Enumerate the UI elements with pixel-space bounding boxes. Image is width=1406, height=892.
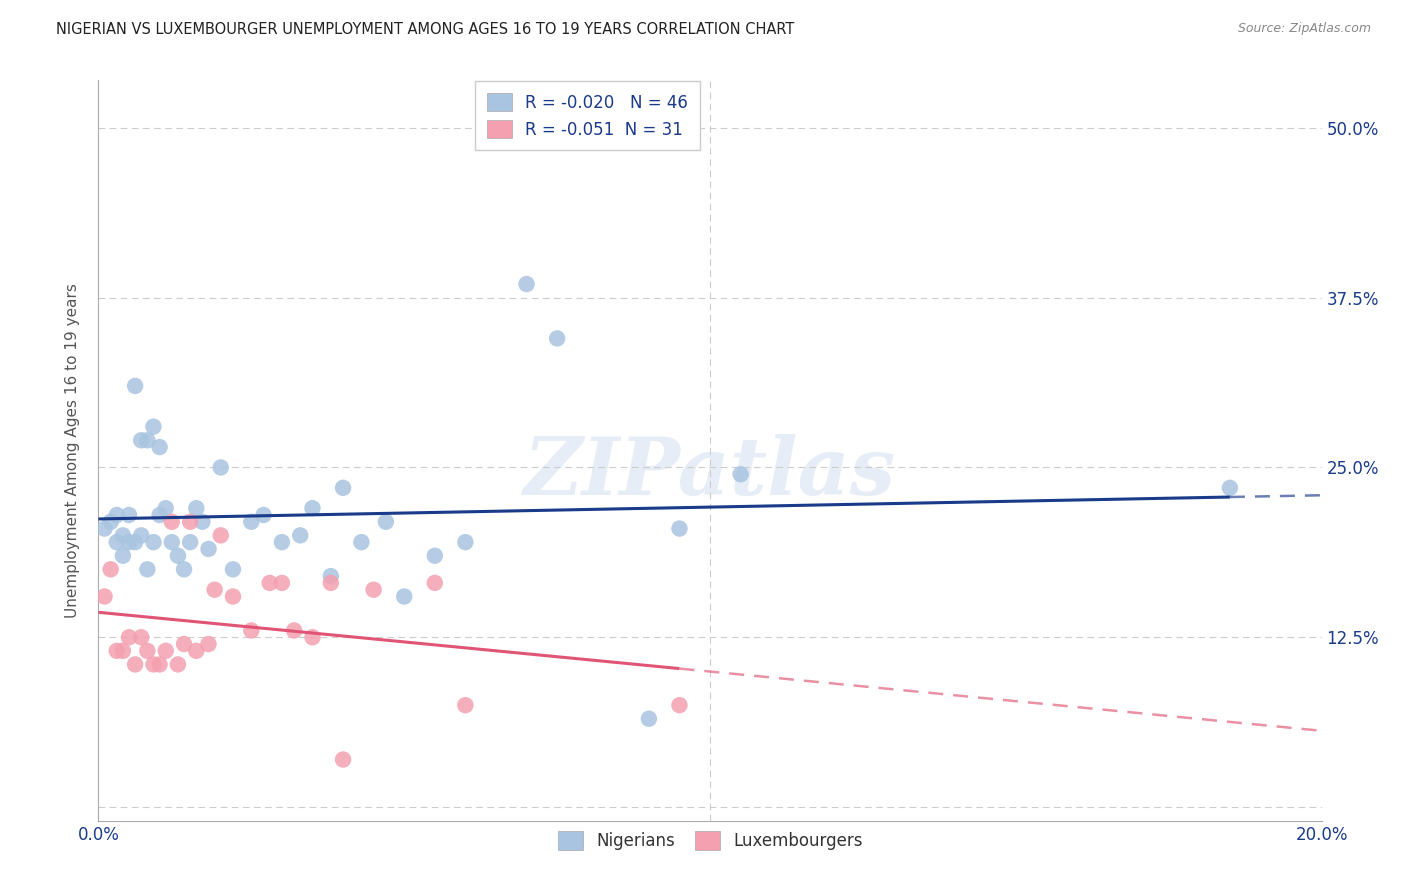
Point bbox=[100, 515, 122, 529]
Point bbox=[186, 644, 208, 658]
Point bbox=[105, 644, 128, 658]
Point bbox=[270, 575, 292, 590]
Point bbox=[454, 698, 477, 713]
Legend: Nigerians, Luxembourgers: Nigerians, Luxembourgers bbox=[551, 825, 869, 856]
Point bbox=[167, 657, 190, 672]
Point bbox=[124, 535, 146, 549]
Point bbox=[270, 535, 292, 549]
Point bbox=[160, 535, 183, 549]
Point bbox=[332, 481, 354, 495]
Point bbox=[142, 535, 165, 549]
Point bbox=[129, 528, 152, 542]
Point bbox=[209, 460, 232, 475]
Point bbox=[374, 515, 396, 529]
Point bbox=[668, 698, 690, 713]
Point bbox=[124, 657, 146, 672]
Point bbox=[155, 644, 177, 658]
Point bbox=[259, 575, 281, 590]
Point bbox=[179, 535, 201, 549]
Point bbox=[283, 624, 305, 638]
Point bbox=[142, 419, 165, 434]
Point bbox=[204, 582, 226, 597]
Point bbox=[111, 549, 134, 563]
Point bbox=[392, 590, 416, 604]
Point bbox=[105, 535, 128, 549]
Point bbox=[240, 624, 263, 638]
Point bbox=[149, 508, 172, 522]
Point bbox=[222, 590, 245, 604]
Point bbox=[197, 637, 219, 651]
Point bbox=[105, 508, 128, 522]
Point bbox=[142, 657, 165, 672]
Point bbox=[118, 508, 141, 522]
Point bbox=[191, 515, 214, 529]
Point bbox=[730, 467, 752, 482]
Point bbox=[319, 569, 342, 583]
Point bbox=[149, 657, 172, 672]
Point bbox=[179, 515, 201, 529]
Point bbox=[186, 501, 208, 516]
Point bbox=[197, 541, 219, 556]
Point bbox=[155, 501, 177, 516]
Point bbox=[111, 644, 134, 658]
Point bbox=[93, 590, 115, 604]
Point bbox=[637, 712, 661, 726]
Point bbox=[363, 582, 385, 597]
Point bbox=[160, 515, 183, 529]
Point bbox=[301, 501, 323, 516]
Text: Source: ZipAtlas.com: Source: ZipAtlas.com bbox=[1237, 22, 1371, 36]
Point bbox=[129, 630, 152, 644]
Point bbox=[124, 379, 146, 393]
Point bbox=[173, 637, 195, 651]
Point bbox=[301, 630, 323, 644]
Point bbox=[93, 522, 115, 536]
Point bbox=[423, 575, 446, 590]
Point bbox=[111, 528, 134, 542]
Point bbox=[350, 535, 373, 549]
Point bbox=[1219, 481, 1241, 495]
Point bbox=[319, 575, 342, 590]
Point bbox=[516, 277, 538, 291]
Point bbox=[252, 508, 274, 522]
Y-axis label: Unemployment Among Ages 16 to 19 years: Unemployment Among Ages 16 to 19 years bbox=[65, 283, 80, 618]
Point bbox=[129, 434, 152, 448]
Point bbox=[118, 535, 141, 549]
Point bbox=[332, 752, 354, 766]
Point bbox=[136, 644, 159, 658]
Point bbox=[222, 562, 245, 576]
Point bbox=[118, 630, 141, 644]
Point bbox=[423, 549, 446, 563]
Point bbox=[167, 549, 190, 563]
Point bbox=[149, 440, 172, 454]
Point bbox=[290, 528, 312, 542]
Point bbox=[240, 515, 263, 529]
Point bbox=[209, 528, 232, 542]
Point bbox=[136, 562, 159, 576]
Point bbox=[454, 535, 477, 549]
Point bbox=[136, 434, 159, 448]
Point bbox=[173, 562, 195, 576]
Point bbox=[100, 562, 122, 576]
Text: NIGERIAN VS LUXEMBOURGER UNEMPLOYMENT AMONG AGES 16 TO 19 YEARS CORRELATION CHAR: NIGERIAN VS LUXEMBOURGER UNEMPLOYMENT AM… bbox=[56, 22, 794, 37]
Point bbox=[546, 331, 568, 345]
Text: ZIPatlas: ZIPatlas bbox=[524, 434, 896, 511]
Point bbox=[668, 522, 690, 536]
